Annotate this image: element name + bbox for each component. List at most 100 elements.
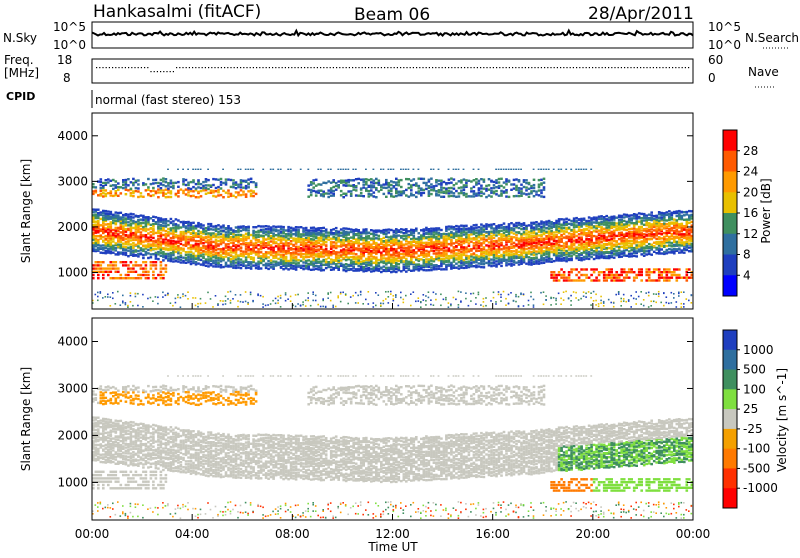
data-pixel [130,222,133,224]
freq-dot [458,67,459,68]
data-pixel [255,182,258,184]
data-pixel [200,190,203,192]
data-pixel [297,233,300,235]
data-pixel [420,229,423,231]
data-pixel [120,251,123,253]
data-pixel [257,234,260,236]
freq-dot [538,67,539,68]
data-pixel [305,237,308,239]
data-pixel [373,230,376,232]
data-pixel [503,251,506,253]
data-pixel [478,292,480,294]
data-pixel [125,186,128,188]
data-pixel [352,189,355,191]
data-pixel [513,183,516,185]
data-pixel [413,255,416,257]
data-pixel [355,233,358,235]
data-pixel [315,179,318,181]
data-pixel [192,222,195,224]
data-pixel [520,262,523,264]
freq-dot [474,67,475,68]
data-pixel [573,251,576,253]
data-pixel [518,254,521,256]
data-pixel [430,178,433,180]
freq-dot [141,67,142,68]
data-pixel [205,178,208,180]
data-pixel [368,232,371,234]
freq-dot [502,67,503,68]
data-pixel [220,258,223,260]
data-pixel [212,195,215,197]
freq-dot [272,67,273,68]
data-pixel [122,239,125,241]
data-pixel [230,232,233,234]
data-pixel [280,295,282,297]
data-pixel [182,260,185,262]
data-pixel [545,223,548,225]
data-pixel [550,261,553,263]
data-pixel [277,262,280,264]
data-pixel [122,237,125,239]
data-pixel [480,248,483,250]
data-pixel [157,235,160,237]
data-pixel [573,220,576,222]
data-pixel [388,270,391,272]
data-pixel [182,221,185,223]
data-pixel [102,226,105,228]
freq-right-tick-top: 60 [708,53,723,67]
data-pixel [493,240,496,242]
data-pixel [300,247,303,249]
data-pixel [127,247,130,249]
data-pixel [165,255,168,257]
data-pixel [460,260,463,262]
data-pixel [95,267,98,269]
data-pixel [150,227,153,229]
data-pixel [455,257,458,259]
data-pixel [122,245,125,247]
data-pixel [475,232,478,234]
data-pixel [398,234,401,236]
data-pixel [520,254,523,256]
data-pixel [250,169,252,170]
data-pixel [95,245,98,247]
data-pixel [267,260,270,262]
data-pixel [545,231,548,233]
data-pixel [337,245,340,247]
data-pixel [302,301,304,303]
data-pixel [182,169,184,170]
data-pixel [305,245,308,247]
freq-dot [605,67,606,68]
data-pixel [177,195,180,197]
data-pixel [513,223,516,225]
data-pixel [262,253,265,255]
data-pixel [245,242,248,244]
data-pixel [125,248,128,250]
data-pixel [182,183,185,185]
freq-dot [128,67,129,68]
data-pixel [322,193,325,195]
data-pixel [530,242,533,244]
data-pixel [205,240,208,242]
data-pixel [388,186,391,188]
freq-dot [634,67,635,68]
data-pixel [122,295,124,297]
data-pixel [405,258,408,260]
data-pixel [405,262,408,264]
data-pixel [365,299,367,301]
data-pixel [463,248,466,250]
data-pixel [130,253,133,255]
data-pixel [380,238,383,240]
data-pixel [167,234,170,236]
data-pixel [380,230,383,232]
data-pixel [413,237,416,239]
data-pixel [543,189,546,191]
data-pixel [195,169,197,170]
data-pixel [197,191,200,193]
data-pixel [478,262,481,264]
data-pixel [473,252,476,254]
data-pixel [360,248,363,250]
data-pixel [550,243,553,245]
data-pixel [503,254,506,256]
data-pixel [475,193,478,195]
data-pixel [515,262,518,264]
